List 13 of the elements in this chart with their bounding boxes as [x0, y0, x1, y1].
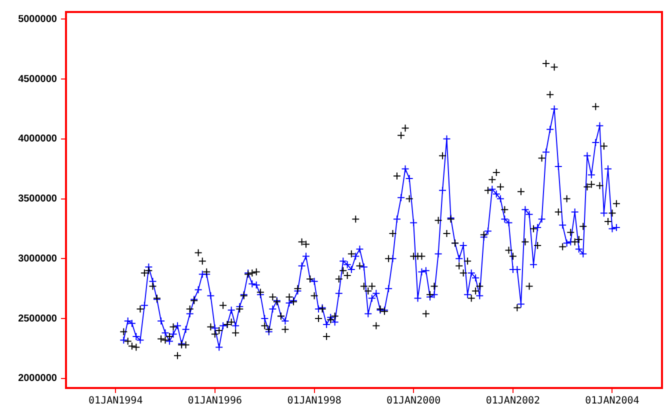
x-tick-label: 01JAN2004 — [585, 396, 640, 407]
x-tick-label: 01JAN2000 — [386, 396, 441, 407]
y-tick-label: 4000000 — [18, 134, 58, 145]
x-tick-label: 01JAN1996 — [188, 396, 242, 407]
x-tick-label: 01JAN1994 — [88, 396, 143, 407]
y-tick-label: 3500000 — [18, 194, 58, 205]
x-tick-label: 01JAN2002 — [486, 396, 540, 407]
y-tick-label: 2500000 — [18, 313, 58, 324]
y-tick-label: 3000000 — [18, 253, 58, 264]
y-tick-label: 5000000 — [18, 14, 58, 25]
x-tick-label: 01JAN1998 — [287, 396, 342, 407]
y-tick-label: 2000000 — [18, 373, 58, 384]
y-tick-label: 4500000 — [18, 74, 58, 85]
